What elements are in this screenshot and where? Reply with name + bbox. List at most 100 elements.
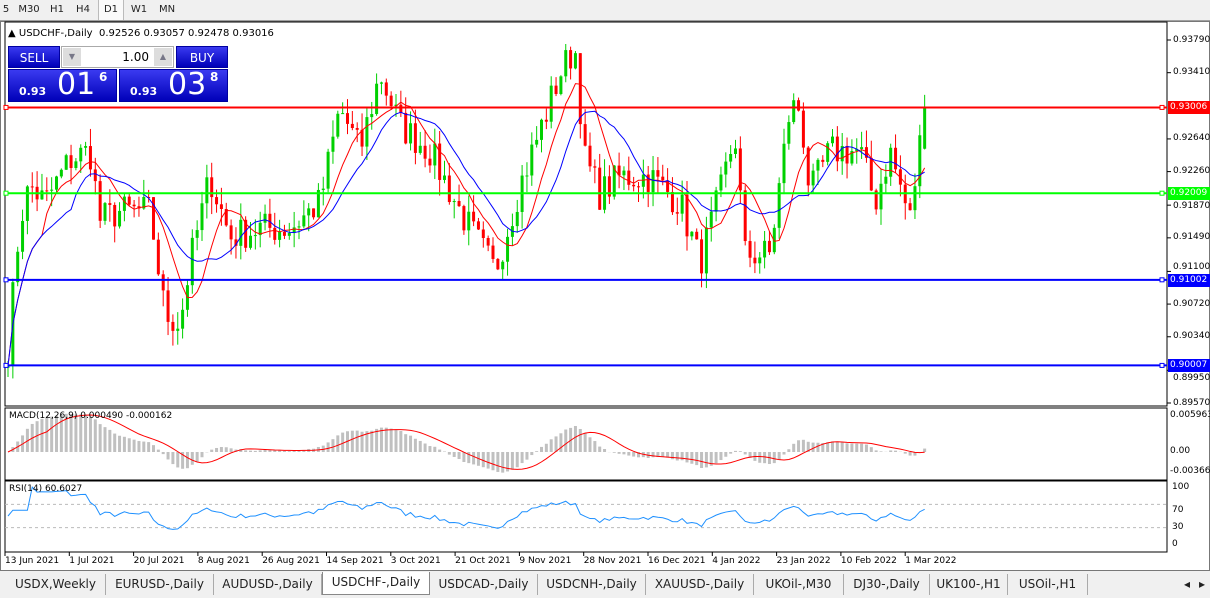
- line-handle[interactable]: [1159, 104, 1165, 110]
- date-axis-label: 28 Nov 2021: [583, 556, 642, 566]
- candle-body: [472, 211, 476, 222]
- macd-bar: [913, 452, 917, 456]
- macd-bar: [583, 432, 587, 452]
- tab-ukoil-m30[interactable]: UKOil-,M30: [754, 574, 844, 595]
- candle-body: [666, 180, 670, 192]
- macd-bar: [525, 452, 529, 460]
- macd-bar: [520, 452, 524, 464]
- lot-decrease-button[interactable]: ▼: [63, 48, 81, 66]
- line-handle[interactable]: [3, 362, 9, 368]
- macd-bar: [219, 446, 223, 452]
- macd-bar: [666, 452, 670, 458]
- timeframe-MN[interactable]: MN: [158, 4, 176, 15]
- buy-button[interactable]: BUY: [176, 46, 228, 68]
- line-handle[interactable]: [1159, 277, 1165, 283]
- tab-usoil-h1[interactable]: USOil-,H1: [1008, 574, 1088, 595]
- macd-bar: [321, 445, 325, 452]
- tabs-scroll-left[interactable]: ◂: [1183, 577, 1191, 591]
- tab-dj30-daily[interactable]: DJ30-,Daily: [844, 574, 930, 595]
- date-axis-label: 20 Jul 2021: [133, 556, 185, 566]
- timeframe-D1[interactable]: D1: [98, 0, 124, 20]
- chart-window[interactable]: [0, 21, 1210, 571]
- candle-body: [641, 174, 645, 187]
- macd-bar: [341, 432, 345, 452]
- tab-usdcnh-daily[interactable]: USDCNH-,Daily: [538, 574, 646, 595]
- candle-body: [923, 106, 927, 149]
- candle-body: [632, 184, 636, 187]
- candle-body: [302, 215, 306, 227]
- rsi-axis-label: 0: [1172, 539, 1178, 549]
- timeframe-M30[interactable]: M30: [18, 4, 40, 15]
- candle-body: [874, 190, 878, 210]
- candle-body: [685, 194, 689, 237]
- macd-bar: [336, 435, 340, 452]
- macd-bar: [481, 452, 485, 468]
- line-handle[interactable]: [3, 190, 9, 196]
- macd-bar: [229, 448, 233, 452]
- macd-bar: [447, 452, 451, 455]
- candle-body: [850, 151, 854, 164]
- candle-body: [239, 219, 243, 246]
- rsi-axis-label: 70: [1172, 505, 1184, 515]
- candle-body: [748, 241, 752, 258]
- timeframe-5[interactable]: 5: [2, 4, 10, 15]
- tab-uk100-h1[interactable]: UK100-,H1: [930, 574, 1008, 595]
- lot-size-input[interactable]: ▼ 1.00 ▲: [61, 46, 174, 68]
- tab-usdcad-daily[interactable]: USDCAD-,Daily: [430, 574, 538, 595]
- macd-bar: [486, 452, 490, 469]
- sell-price[interactable]: 0.93 01 6: [8, 67, 117, 102]
- tab-xauusd-daily[interactable]: XAUUSD-,Daily: [646, 574, 754, 595]
- macd-bar: [282, 450, 286, 452]
- tab-audusd-daily[interactable]: AUDUSD-,Daily: [214, 574, 322, 595]
- timeframe-H4[interactable]: H4: [76, 4, 90, 15]
- date-axis-label: 21 Oct 2021: [455, 556, 511, 566]
- macd-bar: [506, 452, 510, 472]
- candle-body: [40, 190, 44, 200]
- lot-increase-button[interactable]: ▲: [154, 48, 172, 66]
- line-handle[interactable]: [3, 104, 9, 110]
- macd-bar: [287, 451, 291, 452]
- line-handle[interactable]: [1159, 362, 1165, 368]
- candle-body: [132, 204, 136, 207]
- candle-body: [297, 226, 301, 228]
- tab-usdx-weekly[interactable]: USDX,Weekly: [6, 574, 106, 595]
- candle-body: [607, 176, 611, 197]
- tab-eurusd-daily[interactable]: EURUSD-,Daily: [106, 574, 214, 595]
- buy-price[interactable]: 0.93 03 8: [119, 67, 228, 102]
- line-handle[interactable]: [1159, 190, 1165, 196]
- candle-body: [355, 128, 359, 130]
- macd-bar: [137, 441, 141, 452]
- macd-bar: [811, 442, 815, 452]
- candle-body: [258, 222, 262, 236]
- macd-bar: [777, 452, 781, 460]
- macd-bar: [573, 426, 577, 452]
- candle-body: [350, 123, 354, 129]
- candle-body: [845, 145, 849, 164]
- chart-canvas[interactable]: [0, 0, 1210, 572]
- macd-bar: [540, 446, 543, 452]
- timeframe-H1[interactable]: H1: [50, 4, 64, 15]
- candle-body: [767, 240, 771, 253]
- tab-usdchf-daily[interactable]: USDCHF-,Daily: [322, 572, 430, 595]
- macd-bar: [45, 417, 49, 452]
- timeframe-W1[interactable]: W1: [130, 4, 148, 15]
- date-axis-label: 8 Aug 2021: [197, 556, 250, 566]
- date-axis-label: 9 Nov 2021: [519, 556, 572, 566]
- date-axis-label: 14 Sep 2021: [326, 556, 384, 566]
- candle-body: [656, 170, 660, 177]
- buy-price-pips: 03: [168, 67, 207, 102]
- sell-button[interactable]: SELL: [8, 46, 60, 68]
- candle-body: [59, 169, 63, 177]
- line-handle[interactable]: [3, 277, 9, 283]
- candle-body: [864, 147, 868, 158]
- macd-bar: [864, 444, 868, 452]
- candle-body: [782, 143, 786, 184]
- macd-bar: [428, 446, 432, 452]
- macd-bar: [738, 451, 742, 452]
- tabs-scroll-right[interactable]: ▸: [1198, 577, 1206, 591]
- macd-bar: [588, 437, 592, 452]
- candle-body: [287, 233, 291, 236]
- candle-body: [530, 144, 534, 176]
- candle-body: [282, 231, 286, 236]
- macd-bar: [894, 450, 898, 452]
